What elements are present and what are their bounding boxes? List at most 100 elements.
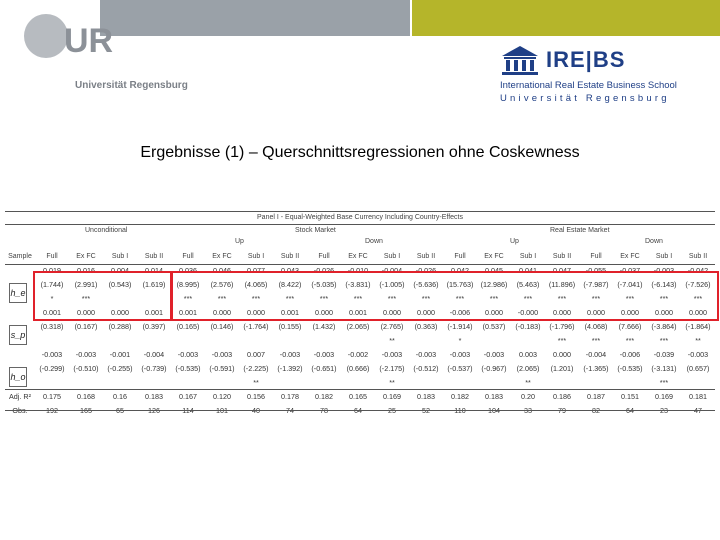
table-cell: *** bbox=[421, 293, 431, 303]
table-cell: 0.000 bbox=[655, 307, 673, 317]
table-cell bbox=[239, 333, 273, 347]
table-cell: (5.463) bbox=[516, 279, 540, 289]
row-label-s-p: s_p bbox=[9, 325, 27, 345]
table-cell: *** bbox=[455, 293, 465, 303]
table-cell: (2.065) bbox=[346, 321, 370, 331]
table-cell: (-0.183) bbox=[515, 321, 541, 331]
table-cell bbox=[171, 375, 205, 389]
column-header: Sub I bbox=[383, 252, 401, 260]
table-cell: 0.000 bbox=[689, 307, 707, 317]
table-cell: 0.178 bbox=[281, 391, 299, 401]
column-header: Full bbox=[46, 252, 58, 260]
column-header: Sub I bbox=[247, 252, 265, 260]
table-cell: 0.000 bbox=[417, 307, 435, 317]
table-cell: ** bbox=[695, 335, 701, 345]
table-cell: (0.537) bbox=[482, 321, 506, 331]
table-cell: *** bbox=[625, 335, 635, 345]
table-cell: 0.001 bbox=[179, 307, 197, 317]
table-cell: (-1.864) bbox=[685, 321, 711, 331]
header-bar-right bbox=[412, 0, 720, 36]
table-cell bbox=[103, 333, 137, 347]
table-cell: (0.288) bbox=[108, 321, 132, 331]
table-cell: 0.047 bbox=[553, 265, 571, 275]
column-header: Sub II bbox=[416, 252, 436, 260]
column-header: Sub I bbox=[655, 252, 673, 260]
table-cell: (-0.299) bbox=[39, 363, 65, 373]
table-cell bbox=[171, 333, 205, 347]
highlight-conditional bbox=[171, 271, 719, 321]
table-cell: (0.363) bbox=[414, 321, 438, 331]
table-cell: 0.001 bbox=[281, 307, 299, 317]
table-cell: -0.003 bbox=[75, 349, 97, 359]
table-cell bbox=[273, 375, 307, 389]
table-cell: 0.036 bbox=[179, 265, 197, 275]
subgroup-stock-up: Up bbox=[235, 238, 244, 245]
table-cell: 0.165 bbox=[349, 391, 367, 401]
table-cell bbox=[341, 333, 375, 347]
table-row: ** ** ** *** bbox=[5, 375, 715, 389]
table-cell: *** bbox=[285, 293, 295, 303]
table-cell: (-1.365) bbox=[583, 363, 609, 373]
table-cell: *** bbox=[625, 293, 635, 303]
table-cell: 0.000 bbox=[315, 307, 333, 317]
table-cell: -0.003 bbox=[687, 349, 709, 359]
row-label-h-e: h_e bbox=[9, 283, 27, 303]
panel-title: Panel I - Equal-Weighted Base Currency I… bbox=[257, 214, 463, 221]
table-cell: *** bbox=[387, 293, 397, 303]
table-cell: (-0.651) bbox=[311, 363, 337, 373]
table-cell bbox=[35, 333, 69, 347]
table-cell: 0.000 bbox=[111, 307, 129, 317]
table-cell: (2.576) bbox=[210, 279, 234, 289]
table-cell: (4.068) bbox=[584, 321, 608, 331]
table-cell: -0.003 bbox=[41, 349, 63, 359]
column-header: Full bbox=[318, 252, 330, 260]
table-cell: 0.16 bbox=[113, 391, 127, 401]
table-cell: 0.043 bbox=[281, 265, 299, 275]
table-cell bbox=[307, 333, 341, 347]
table-cell: (11.896) bbox=[548, 279, 576, 289]
table-cell bbox=[69, 375, 103, 389]
table-cell: (-0.537) bbox=[447, 363, 473, 373]
table-cell: 0.182 bbox=[451, 391, 469, 401]
table-cell bbox=[205, 333, 239, 347]
table-cell: 0.167 bbox=[179, 391, 197, 401]
table-cell: 0.000 bbox=[485, 307, 503, 317]
table-cell: (-0.739) bbox=[141, 363, 167, 373]
subgroup-real-estate-down: Down bbox=[645, 238, 663, 245]
table-cell: -0.003 bbox=[279, 349, 301, 359]
highlight-unconditional bbox=[33, 271, 172, 321]
table-cell: 0.000 bbox=[587, 307, 605, 317]
table-cell: -0.003 bbox=[653, 265, 675, 275]
table-cell: (-3.864) bbox=[651, 321, 677, 331]
table-cell: 0.001 bbox=[349, 307, 367, 317]
table-cell: -0.006 bbox=[449, 307, 471, 317]
table-cell: (2.765) bbox=[380, 321, 404, 331]
table-cell: (-1.914) bbox=[447, 321, 473, 331]
table-cell: ** bbox=[389, 377, 395, 387]
table-cell: *** bbox=[217, 293, 227, 303]
table-cell bbox=[613, 375, 647, 389]
group-unconditional: Unconditional bbox=[85, 227, 128, 234]
table-cell: (-3.831) bbox=[345, 279, 371, 289]
table-cell: 0.000 bbox=[247, 307, 265, 317]
table-cell bbox=[443, 375, 477, 389]
table-cell: 0.019 bbox=[43, 265, 61, 275]
table-cell: 0.182 bbox=[315, 391, 333, 401]
column-header: Ex FC bbox=[620, 252, 640, 260]
table-cell bbox=[307, 375, 341, 389]
table-cell: (-7.526) bbox=[685, 279, 711, 289]
table-cell: 0.045 bbox=[485, 265, 503, 275]
table-cell: (-3.131) bbox=[651, 363, 677, 373]
column-header: Ex FC bbox=[212, 252, 232, 260]
table-cell: (8.422) bbox=[278, 279, 302, 289]
table-cell: -0.003 bbox=[211, 349, 233, 359]
column-header: Ex FC bbox=[76, 252, 96, 260]
table-cell: 0.077 bbox=[247, 265, 265, 275]
table-row: * *** *** *** *** *** *** *** *** *** *** *** *** ***… bbox=[5, 291, 715, 305]
table-cell: (-5.636) bbox=[413, 279, 439, 289]
table-cell: 0.187 bbox=[587, 391, 605, 401]
table-cell: 0.007 bbox=[247, 349, 265, 359]
table-cell bbox=[409, 333, 443, 347]
table-cell: *** bbox=[183, 293, 193, 303]
table-cell bbox=[5, 347, 35, 361]
